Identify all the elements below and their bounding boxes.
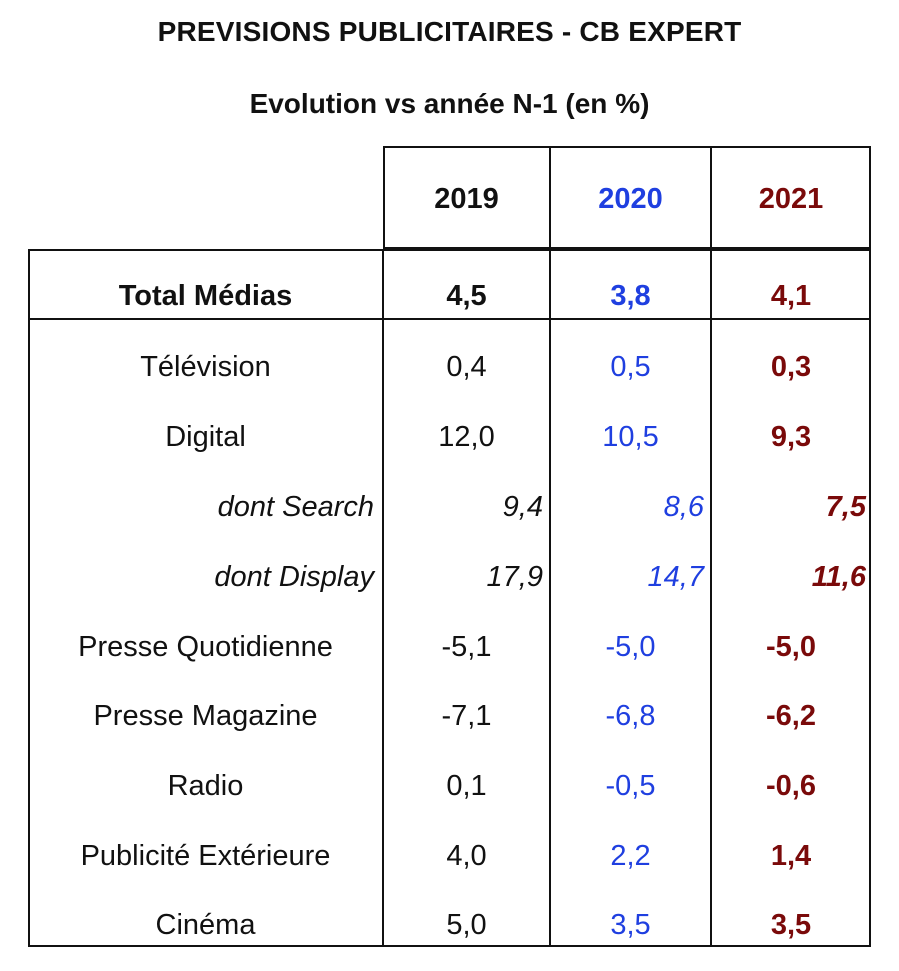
cell-pm-2021: -6,2 — [766, 700, 816, 732]
cell-display-2020: 14,7 — [647, 561, 704, 593]
cell-total-2020: 3,8 — [610, 280, 651, 312]
cell-pe-2020: 2,2 — [610, 840, 651, 872]
row-label-dont-display: dont Display — [214, 561, 374, 593]
cell-television-2020: 0,5 — [610, 351, 651, 383]
cell-search-2020: 8,6 — [663, 491, 704, 523]
cell-radio-2021: -0,6 — [766, 770, 816, 802]
cell-television-2021: 0,3 — [770, 351, 812, 383]
row-label-total-medias: Total Médias — [118, 280, 293, 312]
cell-pm-2019: -7,1 — [441, 700, 492, 732]
header-divider-1 — [549, 146, 551, 249]
cell-search-2019: 9,4 — [502, 491, 543, 523]
cell-cinema-2021: 3,5 — [770, 909, 812, 941]
cell-digital-2020: 10,5 — [602, 421, 659, 453]
row-label-presse-magazine: Presse Magazine — [93, 700, 318, 732]
row-label-television: Télévision — [140, 351, 271, 383]
row-label-cinema: Cinéma — [155, 909, 256, 941]
cell-pe-2019: 4,0 — [446, 840, 487, 872]
page-title: PREVISIONS PUBLICITAIRES - CB EXPERT — [157, 16, 742, 47]
page-subtitle: Evolution vs année N-1 (en %) — [249, 88, 650, 119]
cell-total-2019: 4,5 — [446, 280, 487, 312]
column-header-2019: 2019 — [434, 183, 499, 215]
row-label-publicite-exterieure: Publicité Extérieure — [80, 840, 331, 872]
cell-pq-2020: -5,0 — [605, 631, 656, 663]
header-box — [383, 146, 871, 249]
cell-radio-2019: 0,1 — [446, 770, 487, 802]
cell-radio-2020: -0,5 — [605, 770, 656, 802]
row-label-presse-quotidienne: Presse Quotidienne — [78, 631, 333, 663]
column-header-2020: 2020 — [598, 183, 663, 215]
cell-pq-2019: -5,1 — [441, 631, 492, 663]
row-label-radio: Radio — [167, 770, 244, 802]
cell-cinema-2019: 5,0 — [446, 909, 487, 941]
column-header-2021: 2021 — [758, 183, 824, 215]
cell-pq-2021: -5,0 — [766, 631, 816, 663]
body-box — [28, 249, 871, 947]
body-divider-1 — [549, 249, 551, 947]
body-divider-0 — [382, 249, 384, 947]
cell-cinema-2020: 3,5 — [610, 909, 651, 941]
cell-television-2019: 0,4 — [446, 351, 487, 383]
cell-display-2021: 11,6 — [811, 561, 866, 593]
cell-pm-2020: -6,8 — [605, 700, 656, 732]
header-divider-2 — [710, 146, 712, 249]
cell-digital-2021: 9,3 — [770, 421, 812, 453]
body-divider-2 — [710, 249, 712, 947]
cell-display-2019: 17,9 — [486, 561, 543, 593]
cell-search-2021: 7,5 — [825, 491, 866, 523]
cell-digital-2019: 12,0 — [438, 421, 495, 453]
row-label-digital: Digital — [165, 421, 246, 453]
cell-total-2021: 4,1 — [770, 280, 812, 312]
cell-pe-2021: 1,4 — [770, 840, 812, 872]
total-row-divider — [28, 318, 871, 320]
row-label-dont-search: dont Search — [217, 491, 374, 523]
